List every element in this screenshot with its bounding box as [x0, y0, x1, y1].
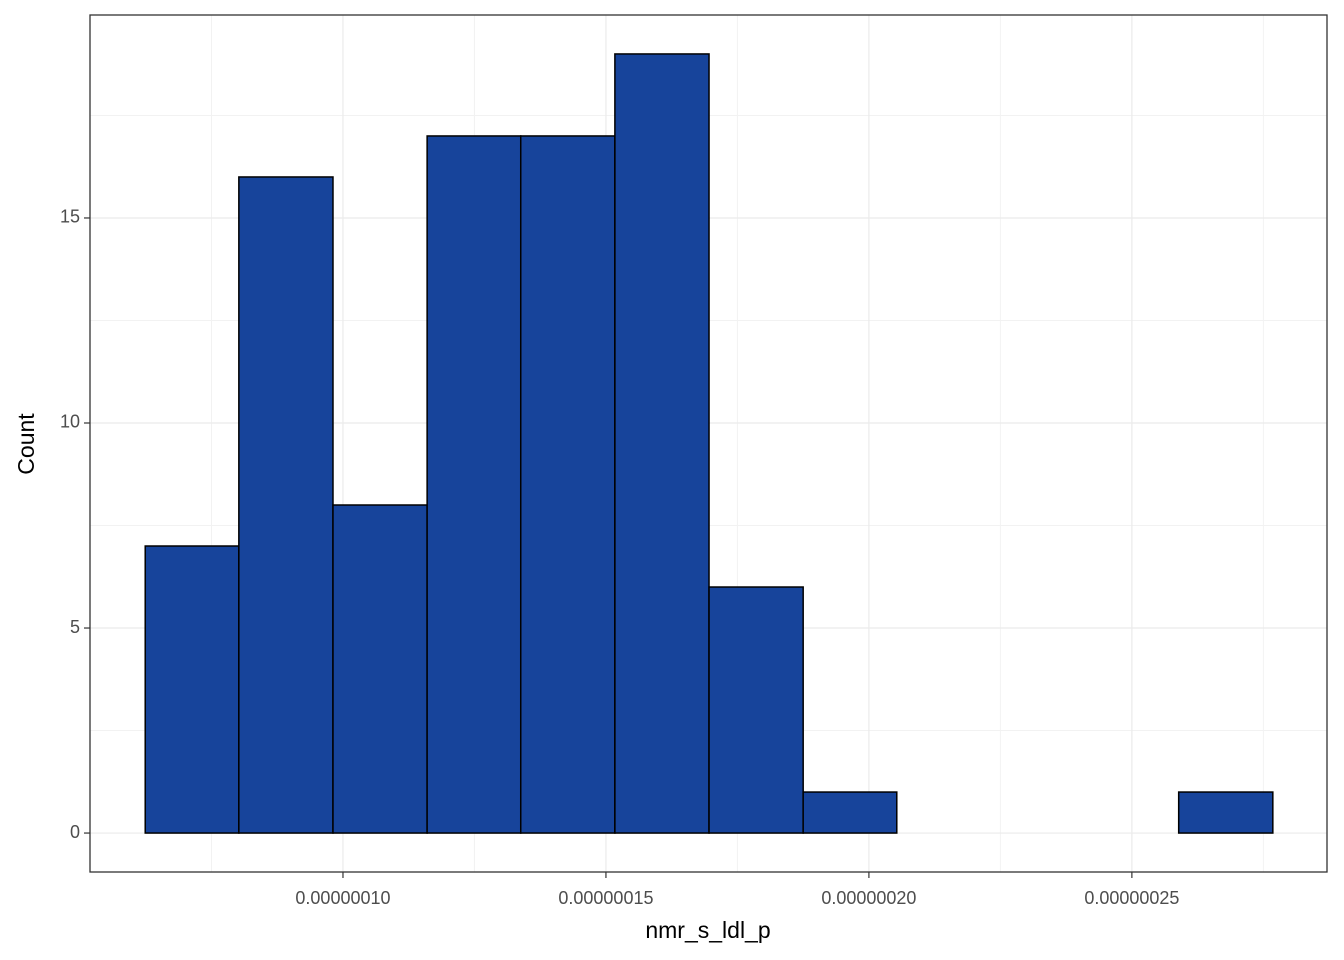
panel-border	[89, 14, 1328, 873]
bar	[708, 586, 804, 834]
bar	[1177, 791, 1274, 834]
x-tick-label: 0.00000015	[558, 888, 653, 908]
bar	[426, 135, 522, 834]
bar	[802, 791, 898, 834]
bar	[519, 135, 616, 834]
y-tick-label: 15	[60, 207, 80, 227]
x-tick-label: 0.00000020	[821, 888, 916, 908]
bar	[332, 504, 428, 834]
y-axis-title: Count	[13, 413, 39, 475]
y-tick-label: 5	[70, 617, 80, 637]
y-tick-label: 10	[60, 412, 80, 432]
bar	[144, 545, 240, 834]
x-tick-label: 0.00000025	[1084, 888, 1179, 908]
x-axis-title: nmr_s_ldl_p	[645, 917, 770, 943]
bar	[614, 53, 710, 834]
bar	[238, 176, 334, 834]
x-tick-label: 0.00000010	[295, 888, 390, 908]
y-tick-label: 0	[70, 822, 80, 842]
